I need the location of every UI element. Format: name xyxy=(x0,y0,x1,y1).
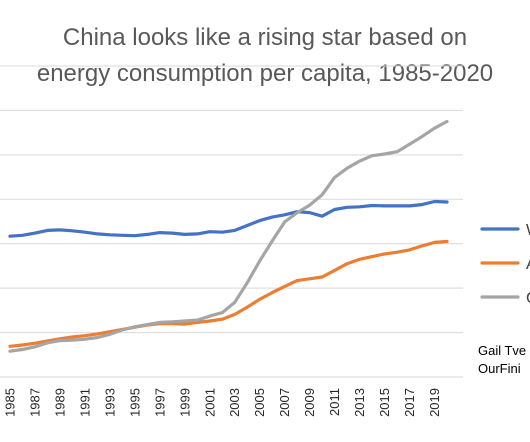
legend-label-2: A xyxy=(526,256,530,273)
legend-label-3: C xyxy=(526,290,530,307)
x-tick-label: 1995 xyxy=(127,388,142,417)
series-line-2 xyxy=(8,239,449,348)
x-tick-label: 2003 xyxy=(227,388,242,417)
x-tick-label: 2017 xyxy=(402,388,417,417)
x-tick-label: 1985 xyxy=(3,388,18,417)
x-tick-label: 1989 xyxy=(52,388,67,417)
x-tick-label: 1993 xyxy=(102,388,117,417)
x-tick-label: 2001 xyxy=(202,388,217,417)
x-tick-label: 2015 xyxy=(377,388,392,417)
x-tick-label: 2009 xyxy=(302,388,317,417)
legend: WAC xyxy=(480,222,530,307)
chart-title-line-1: China looks like a rising star based on xyxy=(63,24,467,51)
x-tick-label: 1991 xyxy=(77,388,92,417)
x-tick-label: 1987 xyxy=(28,388,43,417)
x-tick-label: 2005 xyxy=(252,388,267,417)
x-tick-label: 1997 xyxy=(152,388,167,417)
credit-line-1: Gail Tve xyxy=(478,343,526,358)
chart-title-line-2: energy consumption per capita, 1985-2020 xyxy=(37,60,493,87)
legend-label-1: W xyxy=(526,222,530,239)
series-line-3 xyxy=(8,119,449,353)
x-tick-label: 2013 xyxy=(352,388,367,417)
x-tick-labels: 1985 1987 1989 1991 1993 1995 1997 1999 2001 2003… xyxy=(3,388,443,417)
x-tick-label: 2007 xyxy=(277,388,292,417)
gridlines xyxy=(0,65,463,334)
series-line-1 xyxy=(8,199,449,238)
credit-line-2: OurFini xyxy=(478,361,521,376)
x-tick-label: 2011 xyxy=(327,388,342,416)
x-tick-label: 2019 xyxy=(427,388,442,417)
x-tick-label: 1999 xyxy=(177,388,192,417)
series-lines xyxy=(8,119,449,353)
